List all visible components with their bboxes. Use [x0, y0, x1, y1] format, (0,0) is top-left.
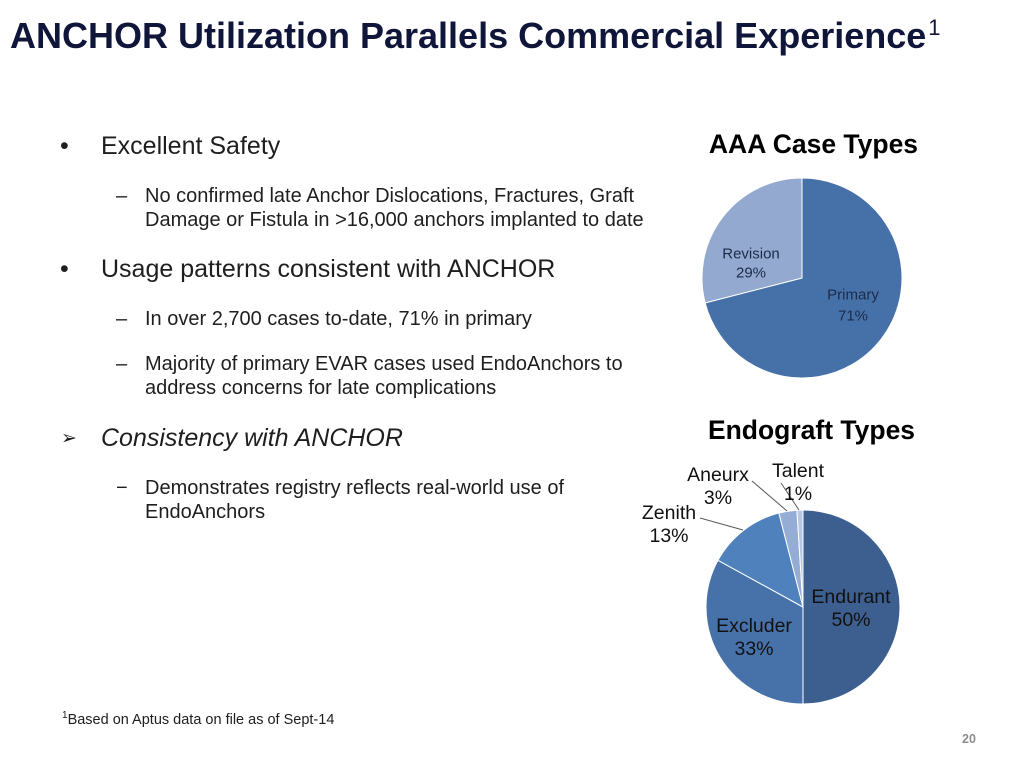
- bullet-text: Usage patterns consistent with ANCHOR: [101, 255, 556, 283]
- slide-title: ANCHOR Utilization Parallels Commercial …: [10, 16, 941, 56]
- bullet-text: Consistency with ANCHOR: [101, 424, 403, 452]
- sub-bullet-marker: –: [116, 308, 128, 330]
- pie-slices: [705, 509, 901, 705]
- bullet-text: Excellent Safety: [101, 132, 281, 160]
- data-label-endurant-name: Endurant: [811, 586, 891, 608]
- data-label-primary-name: Primary: [827, 287, 879, 304]
- pie-slice-primary: [704, 177, 903, 379]
- text-line: In over 2,700 cases to-date, 71% in prim…: [145, 308, 532, 330]
- data-label-excluder-name: Excluder: [716, 615, 792, 637]
- text-line: Damage or Fistula in >16,000 anchors imp…: [145, 209, 644, 231]
- leader-line-talent: [780, 482, 800, 511]
- pie-slice-excluder: [705, 559, 804, 705]
- data-label-aneurx-value: 3%: [704, 487, 732, 509]
- sub-bullet-text: Demonstrates registry reflects real-worl…: [145, 476, 564, 524]
- arrow-bullet-icon: ➢: [61, 427, 77, 449]
- text-line: No confirmed late Anchor Dislocations, F…: [145, 185, 635, 207]
- data-label-endurant-value: 50%: [831, 609, 870, 631]
- leader-line-zenith: [699, 517, 744, 531]
- data-label-zenith-name: Zenith: [642, 502, 696, 524]
- text-line: Majority of primary EVAR cases used Endo…: [145, 353, 623, 375]
- sub-bullet-text: No confirmed late Anchor Dislocations, F…: [145, 184, 644, 232]
- page-number: 20: [962, 732, 976, 746]
- sub-bullet-text: Majority of primary EVAR cases used Endo…: [145, 352, 623, 400]
- text-line: address concerns for late complications: [145, 377, 497, 399]
- data-label-excluder-value: 33%: [734, 638, 773, 660]
- footnote: 1Based on Aptus data on file as of Sept-…: [62, 711, 334, 729]
- data-label-primary-value: 71%: [838, 308, 868, 325]
- data-label-talent-value: 1%: [784, 483, 812, 505]
- leader-line-aneurx: [751, 480, 788, 512]
- data-label-zenith-value: 13%: [649, 525, 688, 547]
- bullet-marker: •: [60, 132, 69, 160]
- pie-slice-endurant: [802, 509, 901, 705]
- pie-slice-zenith: [717, 512, 804, 608]
- bullet-marker: •: [60, 255, 69, 283]
- slide-title-text: ANCHOR Utilization Parallels Commercial …: [10, 15, 927, 56]
- footnote-marker: 1: [62, 710, 68, 721]
- data-label-talent-name: Talent: [772, 460, 825, 482]
- data-label-aneurx-name: Aneurx: [687, 464, 749, 486]
- chart-title: Endograft Types: [708, 415, 915, 445]
- sub-bullet-text: In over 2,700 cases to-date, 71% in prim…: [145, 307, 532, 331]
- data-label-revision-name: Revision: [722, 246, 780, 263]
- text-line: Demonstrates registry reflects real-worl…: [145, 477, 565, 499]
- pie-slices: [701, 177, 903, 379]
- text-line: EndoAnchors: [145, 501, 266, 523]
- sub-bullet-marker: –: [116, 353, 128, 375]
- sub-bullet-marker: −: [116, 477, 128, 499]
- data-label-revision-value: 29%: [736, 265, 766, 282]
- chart-endograft-types: Endograft Types Endurant 50% Excluder 33…: [642, 415, 915, 705]
- footnote-text: Based on Aptus data on file as of Sept-1…: [67, 712, 335, 728]
- title-footnote-marker: 1: [928, 15, 941, 40]
- pie-slice-revision: [701, 177, 803, 304]
- chart-title: AAA Case Types: [709, 129, 918, 159]
- chart-aaa-case-types: AAA Case Types Revision 29% Primary 71%: [701, 129, 918, 379]
- pie-slice-talent: [796, 509, 804, 608]
- sub-bullet-marker: –: [116, 185, 128, 207]
